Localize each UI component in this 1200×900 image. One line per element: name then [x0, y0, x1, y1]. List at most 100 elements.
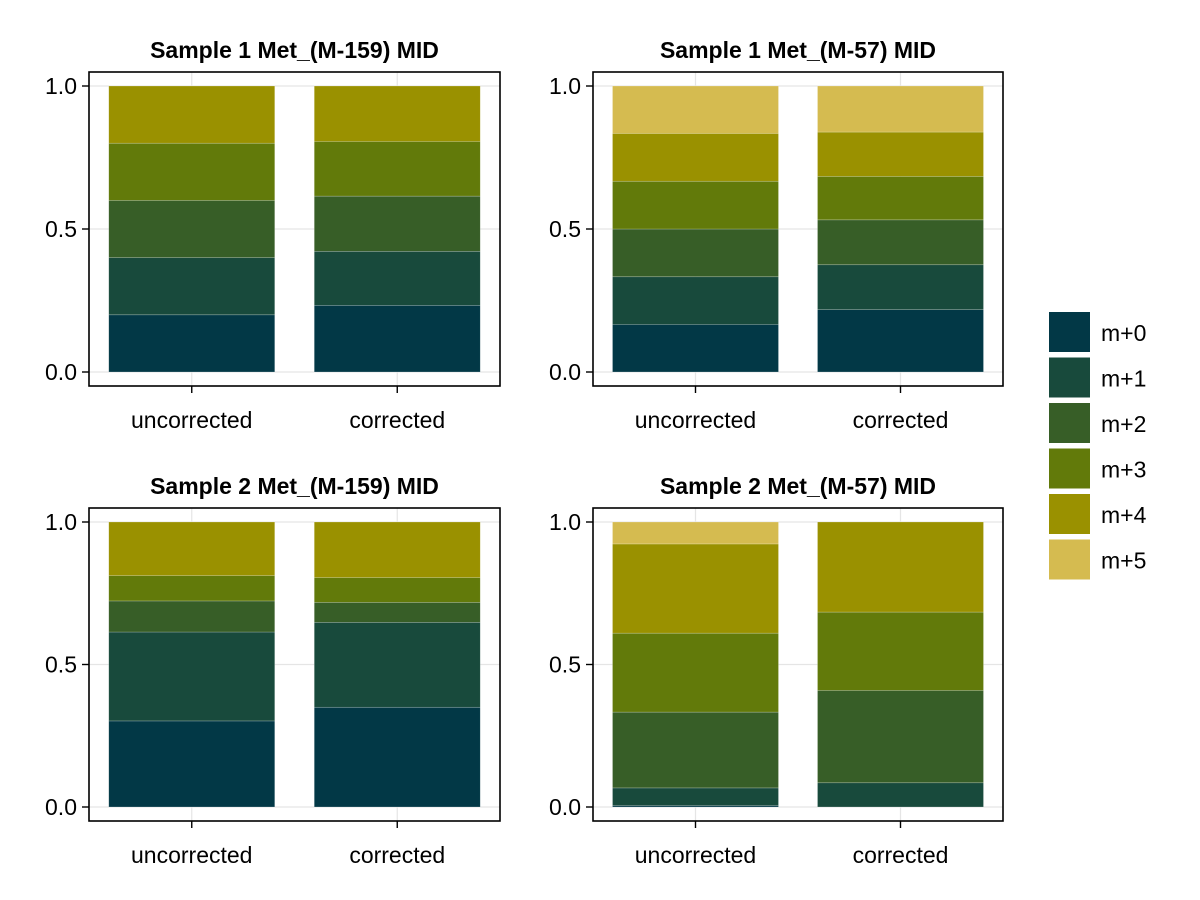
x-axis: uncorrected corrected: [635, 386, 949, 433]
bar-segment-mplus0-corrected: [313, 305, 481, 373]
bar-segment-mplus3-uncorrected: [108, 575, 276, 602]
bar-segment-mplus4-uncorrected: [612, 543, 779, 634]
bar-segment-mplus1-uncorrected: [108, 631, 276, 722]
bar-segment-mplus4-corrected: [817, 131, 984, 177]
bar-segment-mplus1-corrected: [313, 622, 481, 708]
bar-segment-mplus1-corrected: [313, 251, 481, 306]
bar-segment-mplus1-corrected: [817, 264, 984, 310]
x-tick-label: corrected: [853, 842, 949, 868]
bar-segment-mplus5-corrected: [817, 85, 984, 133]
bar-segment-mplus1-uncorrected: [612, 787, 779, 806]
chart-panel-sample1-m159: Sample 1 Met_(M-159) MID 0.0 0.5 1.0 uncorr…: [45, 37, 501, 433]
x-tick-label: corrected: [349, 407, 445, 433]
y-tick-label: 0.0: [549, 359, 581, 385]
x-tick-label: corrected: [853, 407, 949, 433]
panel-title: Sample 1 Met_(M-159) MID: [150, 37, 439, 63]
panel-title: Sample 2 Met_(M-57) MID: [660, 473, 936, 499]
x-tick-label: uncorrected: [635, 407, 756, 433]
legend-swatch: [1049, 357, 1090, 398]
legend-swatch: [1049, 448, 1090, 489]
y-tick-label: 0.5: [549, 652, 581, 678]
bar-segment-mplus2-corrected: [817, 690, 984, 784]
bar-segment-mplus4-corrected: [313, 521, 481, 578]
y-tick-label: 0.0: [45, 359, 77, 385]
bar-segment-mplus3-corrected: [313, 141, 481, 197]
y-axis: 0.0 0.5 1.0: [549, 73, 593, 385]
legend-swatch: [1049, 312, 1090, 352]
panel-grid: Sample 1 Met_(M-159) MID 0.0 0.5 1.0 uncorr…: [45, 37, 1004, 868]
bar-segment-mplus2-corrected: [313, 195, 481, 252]
panel-title: Sample 1 Met_(M-57) MID: [660, 37, 936, 63]
bar-segment-mplus4-corrected: [817, 521, 984, 613]
chart-legend: m+0 m+1 m+2 m+3 m+4 m+5: [1049, 312, 1147, 580]
bar-segment-mplus5-uncorrected: [612, 521, 779, 545]
bar-segment-mplus4-uncorrected: [108, 85, 276, 144]
bar-segment-mplus2-uncorrected: [108, 200, 276, 258]
legend-label: m+4: [1101, 502, 1147, 528]
legend-item-mplus3: m+3: [1049, 448, 1146, 489]
legend-label: m+1: [1101, 366, 1146, 392]
bar-stack-group: [108, 521, 481, 808]
bar-stack-group: [612, 85, 984, 373]
bar-segment-mplus0-uncorrected: [612, 324, 779, 373]
bar-segment-mplus5-uncorrected: [612, 85, 779, 134]
chart-panel-sample1-m57: Sample 1 Met_(M-57) MID 0.0 0.5 1.0 uncorre…: [549, 37, 1004, 433]
y-tick-label: 1.0: [45, 73, 77, 99]
x-axis: uncorrected corrected: [635, 821, 949, 868]
bar-segment-mplus3-uncorrected: [612, 180, 779, 230]
bar-stack-group: [108, 85, 481, 373]
y-axis: 0.0 0.5 1.0: [549, 509, 593, 820]
x-axis: uncorrected corrected: [131, 821, 445, 868]
y-tick-label: 0.5: [45, 216, 77, 242]
y-tick-label: 0.0: [549, 794, 581, 820]
legend-label: m+5: [1101, 548, 1146, 574]
bar-segment-mplus4-corrected: [313, 85, 481, 142]
bar-segment-mplus2-uncorrected: [612, 228, 779, 278]
panel-title: Sample 2 Met_(M-159) MID: [150, 473, 439, 499]
bar-segment-mplus3-corrected: [817, 611, 984, 691]
x-tick-label: uncorrected: [131, 842, 252, 868]
bar-segment-mplus4-uncorrected: [108, 521, 276, 576]
legend-item-mplus4: m+4: [1049, 494, 1147, 534]
legend-swatch: [1049, 403, 1090, 443]
bar-segment-mplus0-uncorrected: [108, 314, 276, 373]
bar-segment-mplus2-corrected: [817, 219, 984, 266]
bar-segment-mplus3-corrected: [313, 577, 481, 603]
y-axis: 0.0 0.5 1.0: [45, 73, 89, 385]
y-axis: 0.0 0.5 1.0: [45, 509, 89, 820]
x-tick-label: uncorrected: [635, 842, 756, 868]
legend-swatch: [1049, 539, 1090, 580]
bar-segment-mplus1-uncorrected: [612, 276, 779, 325]
y-tick-label: 0.5: [549, 216, 581, 242]
legend-item-mplus1: m+1: [1049, 357, 1146, 398]
chart-panel-sample2-m159: Sample 2 Met_(M-159) MID 0.0 0.5 1.0 uncorr…: [45, 473, 501, 868]
x-axis: uncorrected corrected: [131, 386, 445, 433]
legend-label: m+0: [1101, 320, 1146, 346]
legend-label: m+3: [1101, 457, 1146, 483]
y-tick-label: 0.0: [45, 794, 77, 820]
bar-segment-mplus0-corrected: [313, 706, 481, 808]
bar-segment-mplus1-corrected: [817, 782, 984, 808]
bar-segment-mplus0-uncorrected: [108, 720, 276, 808]
y-tick-label: 1.0: [45, 509, 77, 535]
bar-segment-mplus3-corrected: [817, 176, 984, 221]
x-tick-label: uncorrected: [131, 407, 252, 433]
legend-label: m+2: [1101, 411, 1146, 437]
bar-segment-mplus2-corrected: [313, 602, 481, 623]
bar-segment-mplus3-uncorrected: [612, 632, 779, 713]
legend-swatch: [1049, 494, 1090, 534]
bar-segment-mplus2-uncorrected: [108, 600, 276, 633]
bar-segment-mplus3-uncorrected: [108, 142, 276, 201]
legend-item-mplus5: m+5: [1049, 539, 1146, 580]
bar-segment-mplus1-uncorrected: [108, 257, 276, 316]
y-tick-label: 0.5: [45, 652, 77, 678]
bar-segment-mplus4-uncorrected: [612, 133, 779, 182]
y-tick-label: 1.0: [549, 73, 581, 99]
legend-item-mplus2: m+2: [1049, 403, 1146, 443]
bar-segment-mplus2-uncorrected: [612, 711, 779, 789]
x-tick-label: corrected: [349, 842, 445, 868]
legend-item-mplus0: m+0: [1049, 312, 1146, 352]
bar-stack-group: [612, 521, 984, 808]
y-tick-label: 1.0: [549, 509, 581, 535]
